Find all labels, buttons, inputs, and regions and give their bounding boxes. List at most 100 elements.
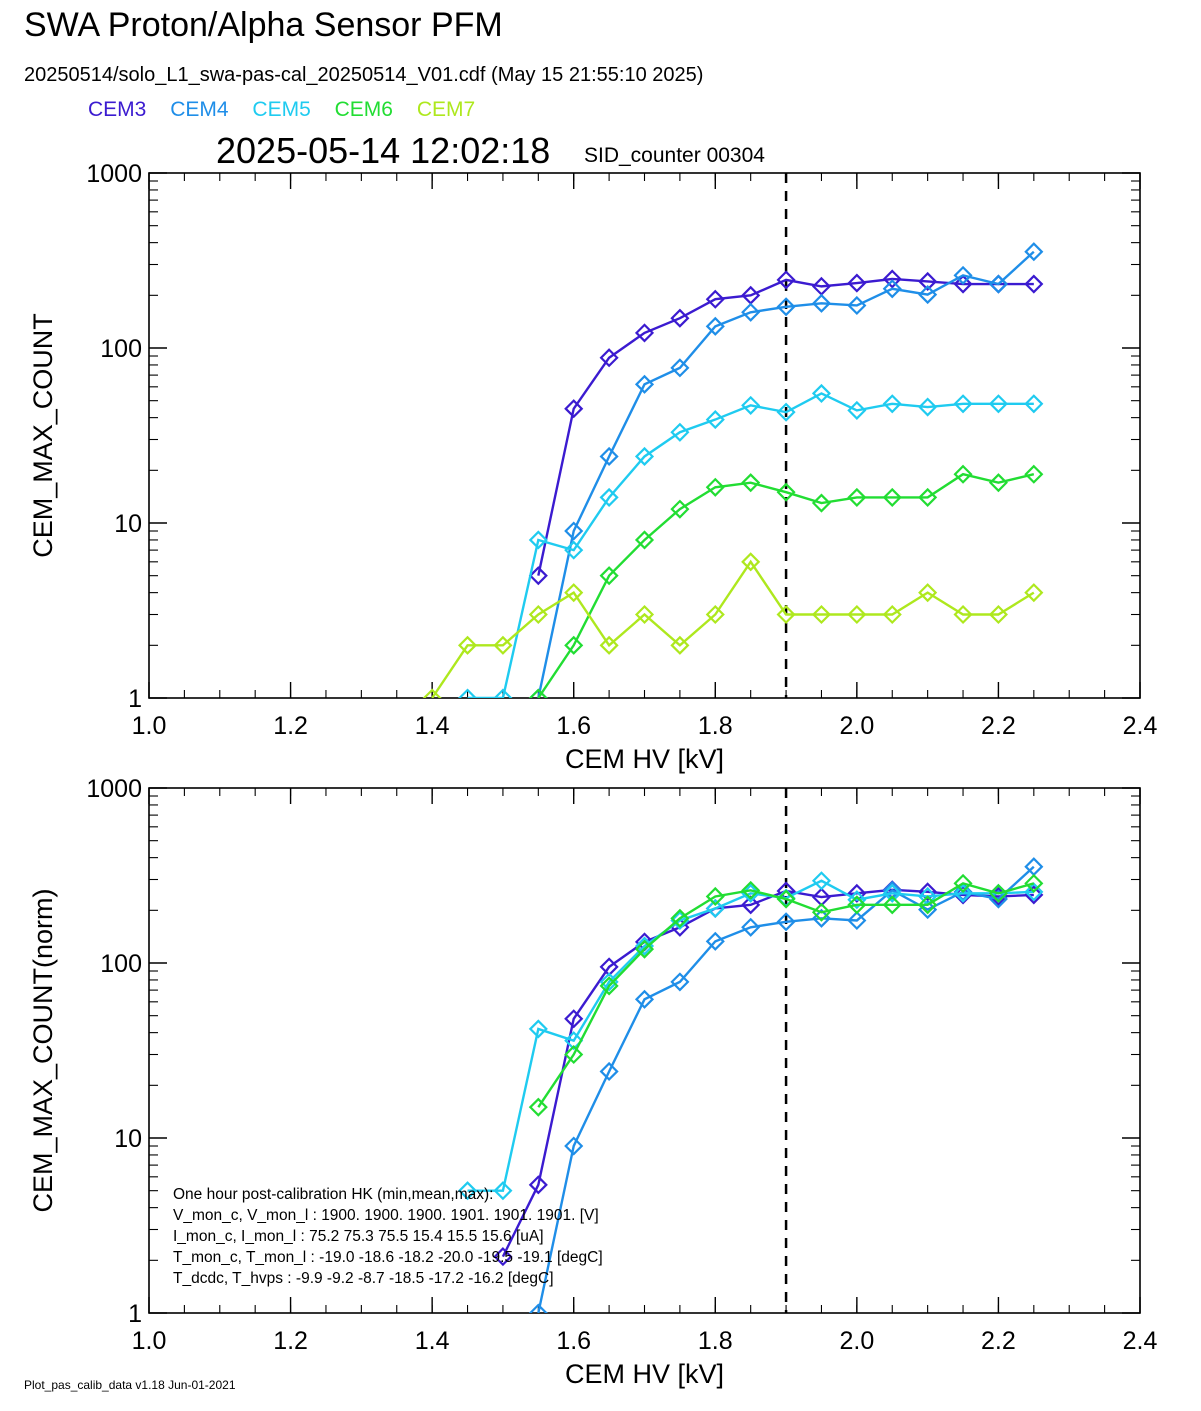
data-point-diamond xyxy=(670,635,690,655)
series-line xyxy=(431,559,1035,698)
data-point-diamond xyxy=(493,1247,513,1267)
data-point-diamond xyxy=(953,274,973,294)
series-line xyxy=(537,882,1035,1108)
data-point-diamond xyxy=(918,487,938,507)
x-tick-label: 1.8 xyxy=(698,712,733,740)
hk-table: One hour post-calibration HK (min,mean,m… xyxy=(173,1186,603,1287)
data-point-diamond xyxy=(1024,464,1044,484)
y-axis-label: CEM_MAX_COUNT xyxy=(28,313,58,558)
data-point-diamond xyxy=(847,890,867,910)
data-point-diamond xyxy=(988,394,1008,414)
x-tick-label: 1.8 xyxy=(698,1327,733,1355)
series-line xyxy=(537,472,1035,698)
data-point-diamond xyxy=(564,1136,584,1156)
data-point-diamond xyxy=(953,464,973,484)
x-tick-label: 2.0 xyxy=(839,712,874,740)
y-tick-label: 10 xyxy=(114,1125,142,1153)
data-point-diamond xyxy=(705,410,725,430)
plot-cem-max-count-norm: 1.0 1.2 1.4 1.6 1.8 2.0 2.2 2.4 1 10 100 1000 CEM HV… xyxy=(28,775,1157,1389)
sid-counter: SID_counter 00304 xyxy=(584,144,765,167)
data-point-diamond xyxy=(847,910,867,931)
data-point-diamond xyxy=(599,566,619,586)
data-point-diamond xyxy=(811,293,832,313)
data-point-diamond xyxy=(670,908,690,928)
data-point-diamond xyxy=(1024,583,1044,603)
data-point-diamond xyxy=(493,688,513,698)
data-point-diamond xyxy=(741,473,761,493)
data-point-diamond xyxy=(918,397,938,417)
data-point-diamond xyxy=(705,898,725,918)
x-tick-label: 1.6 xyxy=(556,712,591,740)
data-point-diamond xyxy=(882,883,902,903)
data-point-diamond xyxy=(705,316,725,336)
data-point-diamond xyxy=(705,477,725,497)
data-point-diamond xyxy=(953,873,973,893)
series-line xyxy=(537,250,1035,698)
x-axis-label: CEM HV [kV] xyxy=(565,744,724,774)
legend-item-cem4: CEM4 xyxy=(170,98,229,121)
data-point-diamond xyxy=(599,1061,619,1082)
x-tick-label: 1.2 xyxy=(273,1327,308,1355)
data-point-diamond xyxy=(705,289,725,309)
data-point-diamond xyxy=(1024,882,1044,902)
data-point-diamond xyxy=(811,902,832,922)
data-point-diamond xyxy=(918,895,938,915)
data-point-diamond xyxy=(988,274,1008,294)
data-point-diamond xyxy=(847,883,867,903)
data-point-diamond xyxy=(528,1097,548,1117)
data-point-diamond xyxy=(634,374,655,394)
data-point-diamond xyxy=(705,931,725,951)
data-point-diamond xyxy=(811,604,832,625)
data-point-diamond xyxy=(882,394,902,414)
legend-item-cem3: CEM3 xyxy=(88,98,147,121)
legend: CEM3 CEM4 CEM5 CEM6 CEM7 xyxy=(88,98,493,122)
data-point-diamond xyxy=(882,880,902,900)
data-point-diamond xyxy=(741,552,761,572)
x-tick-label: 1.6 xyxy=(556,1327,591,1355)
data-point-diamond xyxy=(457,688,478,698)
data-point-diamond xyxy=(988,604,1008,625)
data-point-diamond xyxy=(882,279,902,299)
data-point-diamond xyxy=(528,688,548,698)
data-point-diamond xyxy=(847,895,867,915)
data-point-diamond xyxy=(882,487,902,507)
y-tick-label: 1000 xyxy=(86,775,142,803)
data-point-diamond xyxy=(953,604,973,625)
data-point-diamond xyxy=(670,358,690,378)
data-point-diamond xyxy=(811,871,832,891)
data-point-diamond xyxy=(847,400,867,420)
data-point-diamond xyxy=(741,302,761,322)
data-point-diamond xyxy=(599,446,619,467)
x-axis-label: CEM HV [kV] xyxy=(565,1359,724,1389)
x-tick-label: 1.0 xyxy=(132,1327,167,1355)
x-tick-label: 2.4 xyxy=(1123,1327,1158,1355)
data-point-diamond xyxy=(776,604,796,625)
data-point-diamond xyxy=(564,540,584,560)
legend-item-cem7: CEM7 xyxy=(416,98,476,121)
timestamp: 2025-05-14 12:02:18 xyxy=(216,130,551,171)
series-layer xyxy=(422,242,1044,698)
data-point-diamond xyxy=(493,635,513,655)
x-tick-label: 2.4 xyxy=(1123,712,1158,740)
data-point-diamond xyxy=(564,635,584,655)
data-point-diamond xyxy=(1024,274,1044,294)
data-point-diamond xyxy=(599,348,619,368)
data-point-diamond xyxy=(634,604,655,625)
data-point-diamond xyxy=(988,473,1008,493)
data-point-diamond xyxy=(918,285,938,305)
page-title: SWA Proton/Alpha Sensor PFM xyxy=(24,6,503,44)
data-point-diamond xyxy=(599,635,619,655)
data-point-diamond xyxy=(528,1303,548,1313)
data-point-diamond xyxy=(741,395,761,415)
plot-cem-max-count: 1.0 1.2 1.4 1.6 1.8 2.0 2.2 2.4 1 10 100 1000 CEM HV… xyxy=(28,160,1157,774)
data-point-diamond xyxy=(528,566,548,586)
data-point-diamond xyxy=(1024,394,1044,414)
data-point-diamond xyxy=(811,383,832,403)
data-point-diamond xyxy=(882,895,902,915)
data-point-diamond xyxy=(670,499,690,519)
data-point-diamond xyxy=(422,688,442,698)
data-point-diamond xyxy=(670,910,690,931)
hk-row: V_mon_c, V_mon_l : 1900. 1900. 1900. 190… xyxy=(173,1207,599,1224)
data-point-diamond xyxy=(670,422,690,442)
series-line xyxy=(537,277,1034,576)
